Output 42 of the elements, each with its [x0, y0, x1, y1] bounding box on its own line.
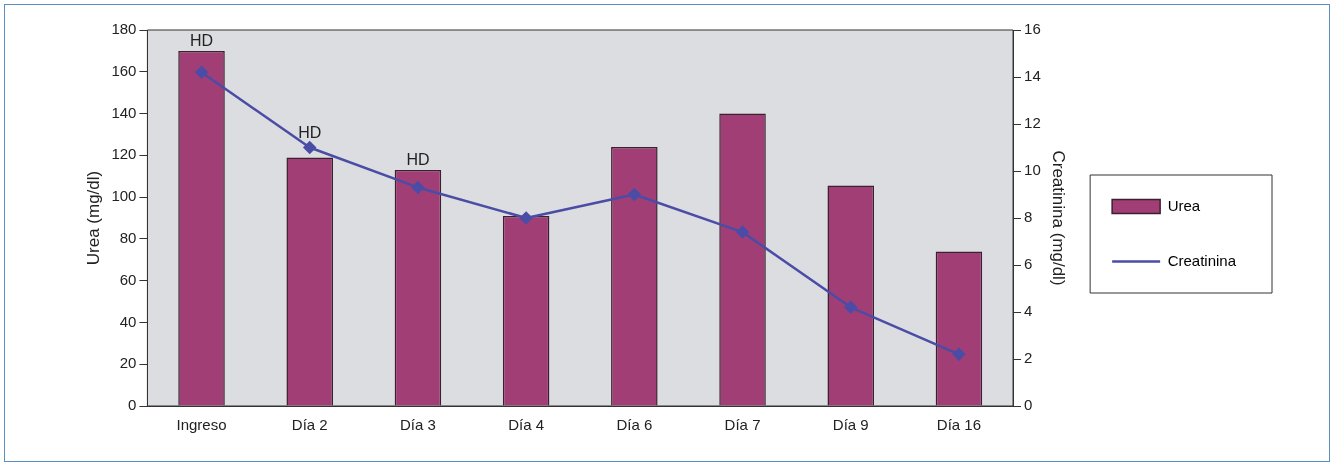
y2-axis-title: Creatinina (mg/dl) — [1049, 150, 1069, 286]
point — [519, 211, 533, 225]
point — [952, 348, 966, 361]
y2-tick-label: 12 — [1024, 114, 1041, 132]
x-tick-label: Día 16 — [936, 416, 982, 434]
y2-tick-label: 6 — [1024, 255, 1033, 273]
point — [628, 188, 641, 201]
annotation: HD — [189, 32, 214, 50]
y2-tick-label: 8 — [1024, 208, 1033, 226]
y-tick-label: 160 — [111, 61, 137, 79]
x-tick-label: Día 4 — [508, 416, 545, 434]
y-tick-label: 80 — [119, 229, 137, 247]
annotation: HD — [298, 124, 322, 142]
y2-tick-label: 0 — [1024, 396, 1033, 414]
point — [195, 66, 208, 79]
y-axis-title: Urea (mg/dl) — [83, 170, 103, 266]
y-tick-label: 60 — [119, 270, 137, 288]
annotation: HD — [406, 151, 430, 169]
y2-tick-label: 2 — [1024, 349, 1033, 367]
x-tick-label: Día 7 — [724, 416, 761, 434]
y-tick-label: 20 — [119, 354, 137, 372]
point — [303, 141, 316, 154]
y-tick-label: 40 — [119, 312, 137, 330]
point — [736, 225, 749, 239]
point — [411, 181, 425, 194]
x-tick-label: Día 2 — [291, 416, 328, 434]
y-tick-label: 0 — [128, 396, 137, 414]
y-tick-label: 100 — [111, 187, 137, 205]
y2-tick-label: 16 — [1024, 20, 1041, 38]
y-tick-label: 120 — [111, 145, 137, 163]
y2-tick-label: 10 — [1024, 161, 1041, 179]
y2-tick-label: 4 — [1024, 302, 1033, 320]
point — [844, 301, 857, 314]
y-tick-label: 140 — [111, 103, 137, 121]
legend-label: Creatinina — [1167, 251, 1237, 269]
x-tick-label: Día 6 — [616, 416, 653, 434]
legend-label: Urea — [1167, 196, 1201, 214]
y2-tick-label: 14 — [1024, 67, 1041, 85]
y-tick-label: 180 — [111, 20, 137, 38]
x-tick-label: Día 3 — [400, 416, 436, 434]
x-tick-label: Día 9 — [832, 416, 869, 434]
x-tick-label: Ingreso — [176, 416, 227, 434]
